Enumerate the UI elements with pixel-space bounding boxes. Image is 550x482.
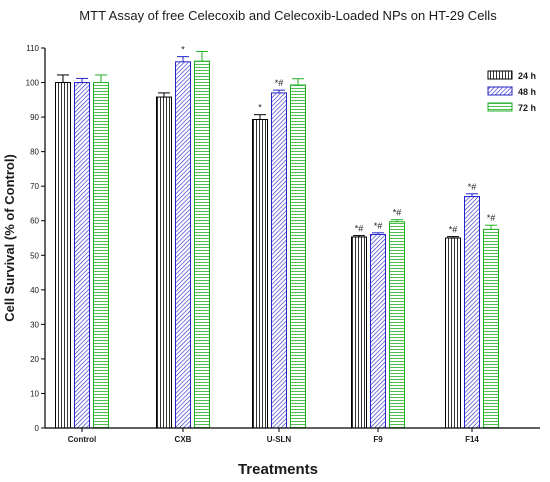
- bar-48h-f9: [370, 234, 386, 429]
- y-axis-label: Cell Survival (% of Control): [2, 154, 17, 322]
- legend-label: 72 h: [518, 103, 536, 113]
- y-tick-label: 30: [30, 320, 39, 329]
- bar-72h-u-sln: [290, 84, 306, 429]
- bar-24h-u-sln: [252, 119, 268, 429]
- significance-label: *#: [468, 182, 477, 192]
- bar-24h-f14: [445, 237, 461, 429]
- y-tick-label: 90: [30, 113, 39, 122]
- y-tick-label: 10: [30, 389, 39, 398]
- legend-swatch: [487, 70, 513, 80]
- significance-label: *#: [487, 213, 496, 223]
- significance-label: *#: [393, 208, 402, 218]
- significance-label: *#: [374, 221, 383, 231]
- x-tick-label: U-SLN: [267, 435, 292, 444]
- bar-48h-control: [74, 82, 90, 429]
- y-tick-label: 70: [30, 182, 39, 191]
- bar-72h-f14: [483, 228, 499, 429]
- x-tick-label: F9: [373, 435, 383, 444]
- bar-72h-control: [93, 82, 109, 429]
- bar-48h-f14: [464, 196, 480, 429]
- significance-label: *: [181, 45, 185, 55]
- x-tick-label: Control: [68, 435, 96, 444]
- bar-48h-cxb: [175, 61, 191, 429]
- legend-swatch: [487, 86, 513, 96]
- bar-72h-cxb: [194, 60, 210, 429]
- y-axis-ticks: 0 10 20 30 40 50 60 70 80 90 100 110: [26, 44, 45, 433]
- y-tick-label: 80: [30, 148, 39, 157]
- bar-72h-f9: [389, 221, 405, 429]
- x-tick-label: F14: [465, 435, 479, 444]
- bar-24h-control: [55, 82, 71, 429]
- y-tick-label: 100: [26, 79, 40, 88]
- bar-48h-u-sln: [271, 92, 287, 429]
- legend-swatch: [487, 102, 513, 112]
- chart-title: MTT Assay of free Celecoxib and Celecoxi…: [79, 8, 497, 23]
- x-tick-label: CXB: [175, 435, 192, 444]
- bars-group: [55, 50, 499, 429]
- legend-label: 48 h: [518, 87, 536, 97]
- y-tick-label: 0: [35, 424, 40, 433]
- significance-label: *#: [449, 225, 458, 235]
- legend: 24 h 48 h 72 h: [487, 70, 536, 113]
- legend-label: 24 h: [518, 71, 536, 81]
- x-axis-categories: Control CXB U-SLN F9 F14: [68, 428, 479, 444]
- bar-24h-f9: [351, 236, 367, 429]
- significance-label: *#: [355, 224, 364, 234]
- annotations-group: * * *# *# *# *# *# *# *#: [181, 45, 495, 235]
- x-axis-label: Treatments: [238, 461, 318, 478]
- y-tick-label: 110: [26, 44, 39, 53]
- y-tick-label: 40: [30, 286, 39, 295]
- significance-label: *#: [275, 78, 284, 88]
- bar-24h-cxb: [156, 96, 172, 429]
- significance-label: *: [258, 103, 262, 113]
- y-tick-label: 20: [30, 355, 39, 364]
- y-tick-label: 50: [30, 251, 39, 260]
- y-tick-label: 60: [30, 217, 39, 226]
